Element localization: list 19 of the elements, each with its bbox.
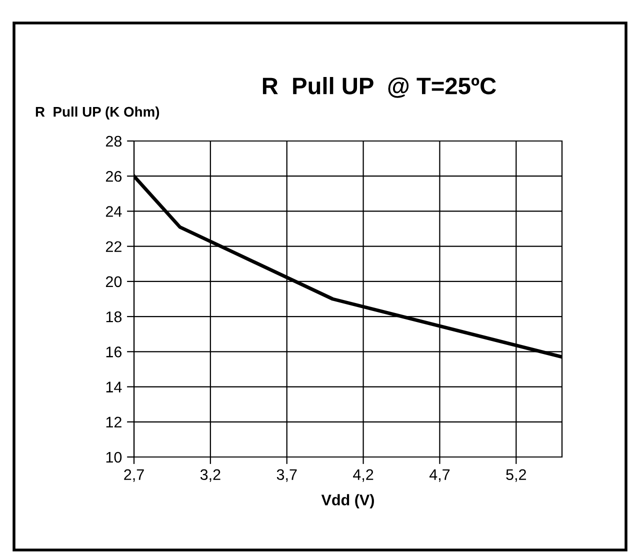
y-tick-label: 18 [106,311,122,322]
x-tick-label: 2,7 [124,469,144,482]
x-tick-label: 5,2 [506,469,526,482]
y-tick-label: 22 [106,241,122,252]
chart-title: R Pull UP @ T=25ºC [262,76,496,98]
x-tick-label: 3,7 [276,469,297,482]
y-tick-label: 12 [106,416,122,428]
y-tick-label: 20 [106,276,122,288]
y-tick-label: 10 [106,452,122,463]
y-axis-title: R Pull UP (K Ohm) [36,106,160,120]
x-axis-title: Vdd (V) [321,494,374,508]
x-tick-label: 4,7 [429,469,450,482]
y-tick-label: 14 [106,382,122,392]
y-tick-label: 28 [106,136,122,147]
x-tick-label: 3,2 [200,469,220,482]
y-tick-label: 24 [106,206,122,217]
y-tick-label: 16 [106,346,122,358]
y-tick-label: 26 [106,170,122,182]
x-tick-label: 4,2 [353,469,374,482]
